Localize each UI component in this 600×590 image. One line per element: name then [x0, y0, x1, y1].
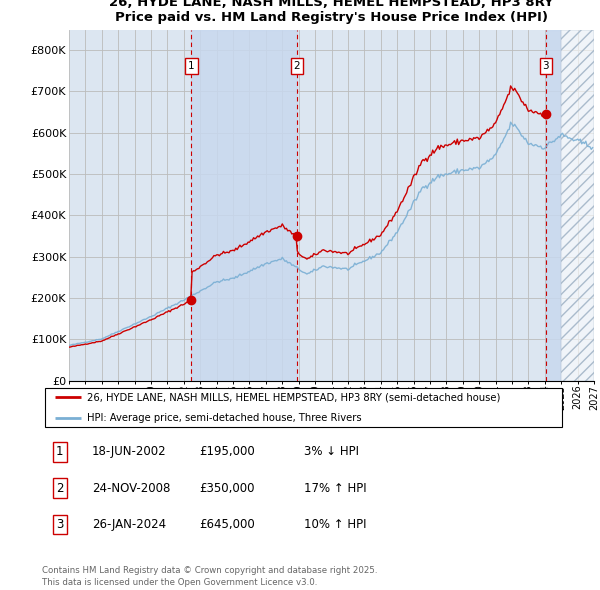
Text: 3: 3 — [542, 61, 549, 71]
Text: 24-NOV-2008: 24-NOV-2008 — [92, 481, 170, 495]
Text: 26, HYDE LANE, NASH MILLS, HEMEL HEMPSTEAD, HP3 8RY (semi-detached house): 26, HYDE LANE, NASH MILLS, HEMEL HEMPSTE… — [86, 392, 500, 402]
Text: 10% ↑ HPI: 10% ↑ HPI — [305, 518, 367, 531]
Text: 18-JUN-2002: 18-JUN-2002 — [92, 445, 167, 458]
Text: £195,000: £195,000 — [199, 445, 255, 458]
Text: 26-JAN-2024: 26-JAN-2024 — [92, 518, 166, 531]
Bar — [561, 30, 594, 381]
Text: 1: 1 — [56, 445, 64, 458]
Text: 3: 3 — [56, 518, 64, 531]
FancyBboxPatch shape — [44, 388, 562, 427]
Bar — [546, 30, 561, 381]
Text: £645,000: £645,000 — [199, 518, 255, 531]
Bar — [191, 30, 297, 381]
Text: 2: 2 — [56, 481, 64, 495]
Bar — [561, 30, 594, 381]
Text: £350,000: £350,000 — [199, 481, 255, 495]
Text: 17% ↑ HPI: 17% ↑ HPI — [305, 481, 367, 495]
Text: Contains HM Land Registry data © Crown copyright and database right 2025.
This d: Contains HM Land Registry data © Crown c… — [42, 566, 377, 587]
Text: 1: 1 — [188, 61, 195, 71]
Text: 2: 2 — [294, 61, 301, 71]
Text: 3% ↓ HPI: 3% ↓ HPI — [305, 445, 359, 458]
Text: HPI: Average price, semi-detached house, Three Rivers: HPI: Average price, semi-detached house,… — [86, 412, 361, 422]
Title: 26, HYDE LANE, NASH MILLS, HEMEL HEMPSTEAD, HP3 8RY
Price paid vs. HM Land Regis: 26, HYDE LANE, NASH MILLS, HEMEL HEMPSTE… — [109, 0, 554, 24]
